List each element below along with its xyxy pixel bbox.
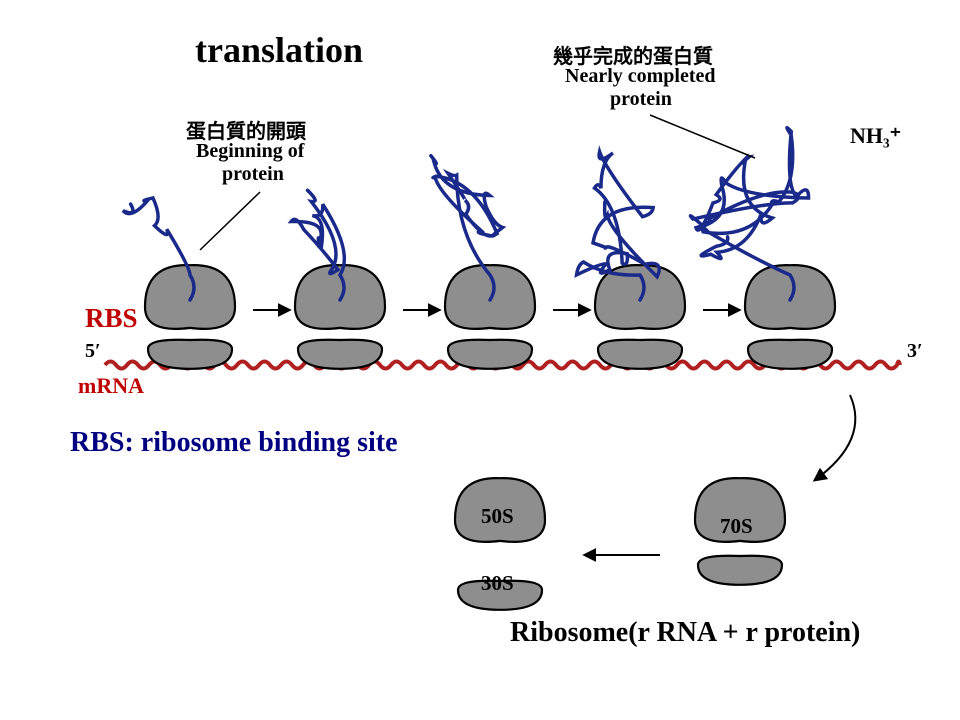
protein-chain-4 (690, 128, 808, 300)
label-30s: 30S (481, 571, 514, 596)
ribosome-3-small (598, 340, 682, 369)
exit-arrow (815, 395, 855, 480)
pointer-begin (200, 192, 260, 250)
ribosome-70s-small (698, 556, 782, 585)
ribosome-1-small (298, 340, 382, 369)
diagram-svg (0, 0, 960, 720)
pointer-nearly (650, 115, 755, 158)
ribosome-2-small (448, 340, 532, 369)
label-nh3: NH₃⁺ (850, 123, 901, 149)
label-50s: 50S (481, 504, 514, 529)
label-70s: 70S (720, 514, 753, 539)
ribosome-0-small (148, 340, 232, 369)
ribosome-4-small (748, 340, 832, 369)
